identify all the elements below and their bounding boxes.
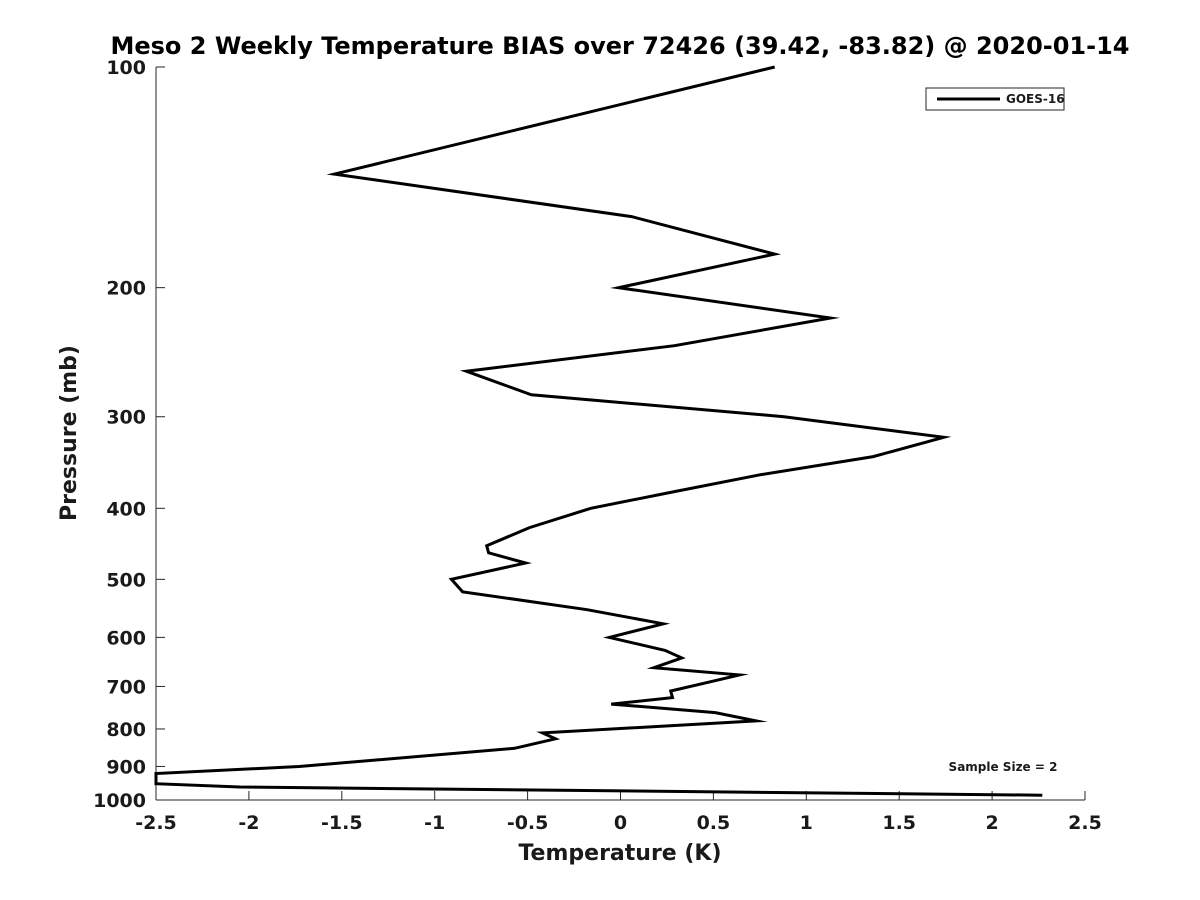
x-tick-label: -0.5 <box>507 812 549 834</box>
sample-size-annotation: Sample Size = 2 <box>949 760 1058 774</box>
x-tick-label: 0 <box>614 812 627 834</box>
y-axis-ticks: 100 200 300 400 500 600 700 800 900 1000 <box>93 57 165 812</box>
y-tick-label: 600 <box>106 627 146 649</box>
chart-title: Meso 2 Weekly Temperature BIAS over 7242… <box>110 32 1129 60</box>
x-axis-ticks: -2.5 -2 -1.5 -1 -0.5 0 0.5 1 1.5 2 2.5 <box>135 791 1102 834</box>
x-tick-label: -2 <box>238 812 259 834</box>
y-tick-label: 700 <box>106 676 146 698</box>
y-tick-label: 1000 <box>93 790 146 812</box>
y-tick-label: 400 <box>106 498 146 520</box>
x-tick-label: 0.5 <box>697 812 731 834</box>
x-axis-label: Temperature (K) <box>518 841 721 866</box>
y-tick-label: 900 <box>106 756 146 778</box>
x-tick-label: 1 <box>800 812 813 834</box>
plot-background <box>156 67 1085 800</box>
y-tick-label: 200 <box>106 278 146 300</box>
y-tick-label: 500 <box>106 569 146 591</box>
x-tick-label: 2.5 <box>1068 812 1102 834</box>
x-tick-label: -1.5 <box>321 812 363 834</box>
y-tick-label: 300 <box>106 407 146 429</box>
x-tick-label: 2 <box>985 812 998 834</box>
x-tick-label: 1.5 <box>882 812 916 834</box>
x-tick-label: -2.5 <box>135 812 177 834</box>
y-tick-label: 100 <box>106 57 146 79</box>
series-line-goes-16 <box>154 65 1043 797</box>
x-tick-label: -1 <box>424 812 445 834</box>
y-axis-label: Pressure (mb) <box>57 345 82 521</box>
legend: GOES-16 <box>925 87 1065 111</box>
plot-area: -2.5 -2 -1.5 -1 -0.5 0 0.5 1 1.5 2 2.5 100 200 300 40… <box>93 57 1102 834</box>
series-layer <box>154 65 1043 797</box>
legend-label: GOES-16 <box>1006 92 1065 106</box>
y-tick-label: 800 <box>106 719 146 741</box>
